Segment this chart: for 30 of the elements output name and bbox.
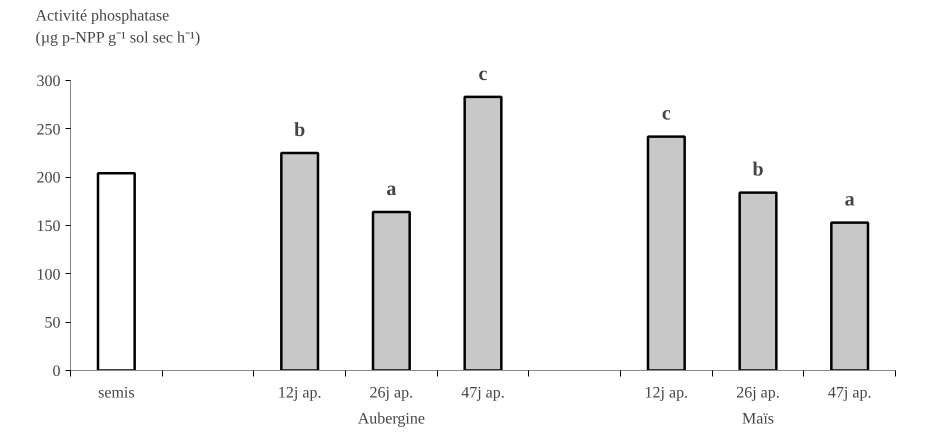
bar — [372, 210, 411, 370]
y-tick-label: 300 — [36, 73, 60, 90]
text: Maïs — [742, 410, 774, 428]
x-tick-label: semis — [98, 384, 135, 402]
y-tick-label: 100 — [36, 266, 60, 284]
y-tick-label: 150 — [36, 218, 60, 235]
x-tick-label: 12j ap. — [644, 384, 688, 402]
bar — [280, 152, 320, 370]
bar — [96, 172, 136, 370]
y-tick-label: 50 — [44, 314, 60, 332]
bar — [646, 135, 686, 370]
x-tick-label: 26j ap. — [736, 384, 780, 402]
text: Aubergine — [358, 410, 425, 428]
y-tick-label: 250 — [36, 121, 60, 138]
bar — [830, 221, 870, 370]
data-label: a — [844, 188, 855, 211]
x-tick-label: 26j ap. — [370, 384, 414, 402]
x-tick-label: 47j ap. — [828, 384, 872, 402]
data-label: a — [386, 178, 396, 200]
data-label: c — [478, 62, 488, 85]
bar — [738, 191, 778, 370]
data-label: b — [752, 158, 764, 181]
y-tick-label: 0 — [52, 363, 60, 380]
data-label: c — [662, 102, 671, 125]
x-tick-label: 47j ap. — [461, 384, 505, 402]
x-tick-label: 12j ap. — [278, 384, 322, 402]
y-axis-title: Activité phosphatase (µg p-NPP g⁻¹ sol sec h⁻¹) — [36, 7, 200, 46]
bar — [463, 96, 503, 370]
y-tick-label: 200 — [36, 170, 60, 187]
data-label: b — [294, 119, 306, 141]
